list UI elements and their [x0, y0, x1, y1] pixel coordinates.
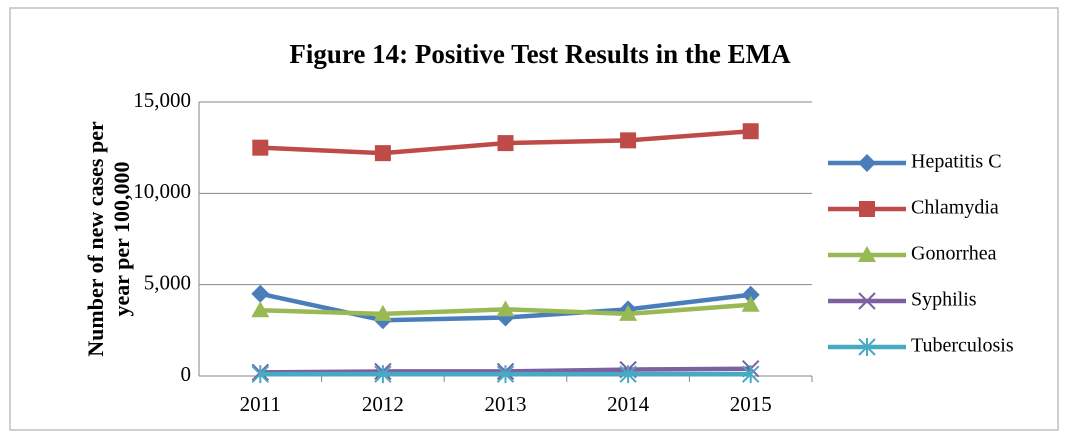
marker [619, 304, 638, 321]
x-tick-label: 2013 [485, 392, 527, 416]
marker [741, 295, 760, 312]
y-tick-label: 10,000 [133, 179, 191, 203]
marker [374, 365, 392, 384]
marker [251, 284, 270, 303]
marker [496, 300, 515, 317]
legend-label: Tuberculosis [911, 335, 1014, 357]
y-tick-label: 15,000 [133, 88, 191, 112]
y-axis-label: Number of new cases per [83, 121, 108, 357]
x-tick-label: 2015 [730, 392, 772, 416]
marker [252, 139, 269, 156]
chart-title: Figure 14: Positive Test Results in the … [289, 39, 791, 69]
marker [620, 132, 637, 149]
marker [619, 365, 637, 384]
x-tick-label: 2012 [362, 392, 404, 416]
marker [374, 145, 391, 162]
marker [858, 246, 876, 262]
marker [858, 292, 876, 310]
marker [858, 338, 876, 356]
marker [858, 154, 876, 172]
marker [859, 201, 875, 217]
y-axis-label: year per 100,000 [109, 162, 134, 317]
marker [251, 301, 270, 318]
marker [496, 365, 515, 384]
marker [742, 123, 759, 140]
x-tick-label: 2011 [240, 392, 281, 416]
marker [497, 135, 514, 152]
marker [251, 365, 270, 384]
y-tick-label: 5,000 [144, 270, 191, 294]
legend-label: Chlamydia [911, 197, 999, 219]
marker [373, 304, 392, 321]
marker [741, 285, 760, 304]
x-tick-label: 2014 [607, 392, 650, 416]
legend-label: Gonorrhea [911, 243, 997, 265]
legend-label: Syphilis [911, 289, 977, 311]
chart-frame [9, 7, 1059, 431]
legend-label: Hepatitis C [911, 151, 1002, 173]
marker [741, 365, 760, 384]
y-tick-label: 0 [181, 362, 192, 386]
